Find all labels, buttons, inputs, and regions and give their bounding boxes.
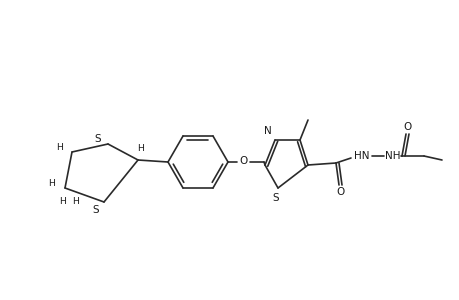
Text: NH: NH — [385, 151, 400, 161]
Text: H: H — [56, 142, 63, 152]
Text: H: H — [73, 196, 79, 206]
Text: H: H — [59, 196, 66, 206]
Text: O: O — [239, 156, 247, 166]
Text: HN: HN — [353, 151, 369, 161]
Text: O: O — [336, 187, 344, 197]
Text: H: H — [137, 143, 144, 152]
Text: N: N — [263, 126, 271, 136]
Text: H: H — [49, 179, 56, 188]
Text: S: S — [272, 193, 279, 203]
Text: O: O — [403, 122, 411, 132]
Text: S: S — [92, 205, 99, 215]
Text: S: S — [95, 134, 101, 144]
